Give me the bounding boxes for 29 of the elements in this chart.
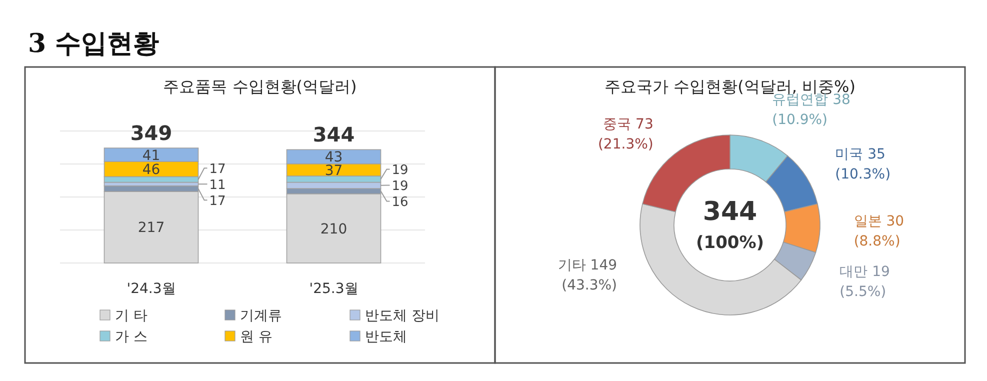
data-label: 210	[320, 221, 348, 238]
slice-label: 중국 73 (21.3%)	[598, 116, 654, 152]
slice-label: 대만 19 (5.5%)	[840, 264, 890, 300]
data-label: 16	[392, 195, 408, 210]
text: (100%)	[696, 233, 764, 253]
slice-label: 기타 149 (43.3%)	[558, 257, 618, 294]
slice-label: 미국 35 (10.3%)	[835, 146, 891, 183]
legend-label: 기 타	[115, 308, 148, 324]
total-label: 349	[130, 121, 172, 145]
total-label: 344	[312, 122, 355, 147]
data-label: 41	[142, 148, 160, 164]
chart-title: 주요품목 수입현황(억달러)	[163, 77, 357, 96]
data-label: 217	[138, 220, 165, 236]
data-label: 19	[392, 163, 408, 178]
x-tick-label: '24.3월	[126, 281, 176, 297]
legend-label: 가 스	[115, 329, 148, 345]
slice-label: 일본 30 (8.8%)	[854, 213, 904, 250]
legend-label: 반도체 장비	[365, 308, 440, 324]
x-tick-label: '25.3월	[309, 281, 358, 297]
text: 344	[702, 197, 758, 227]
legend-label: 원 유	[240, 329, 272, 345]
data-label: 17	[209, 162, 226, 178]
text: 3 수입현황	[28, 29, 160, 59]
legend-label: 반도체	[365, 329, 407, 345]
data-label: 46	[142, 162, 160, 178]
data-label: 17	[209, 194, 226, 210]
data-label: 19	[392, 179, 408, 194]
legend-label: 기계류	[240, 308, 282, 324]
data-label: 11	[209, 178, 226, 194]
